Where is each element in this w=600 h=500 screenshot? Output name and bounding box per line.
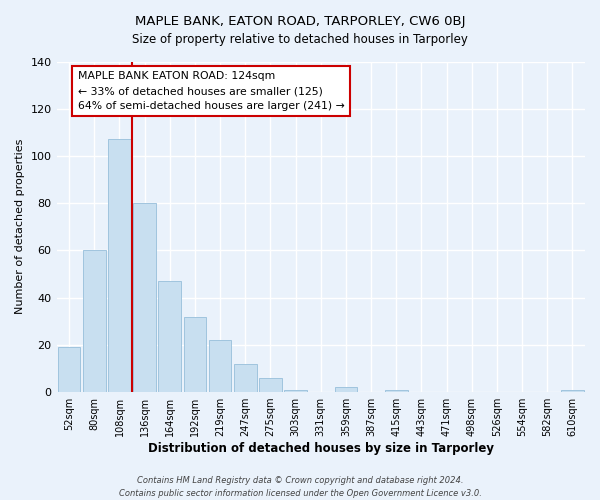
Text: Contains HM Land Registry data © Crown copyright and database right 2024.
Contai: Contains HM Land Registry data © Crown c… [119, 476, 481, 498]
X-axis label: Distribution of detached houses by size in Tarporley: Distribution of detached houses by size … [148, 442, 494, 455]
Y-axis label: Number of detached properties: Number of detached properties [15, 139, 25, 314]
Text: MAPLE BANK, EATON ROAD, TARPORLEY, CW6 0BJ: MAPLE BANK, EATON ROAD, TARPORLEY, CW6 0… [135, 15, 465, 28]
Bar [385, 390, 407, 392]
Bar [335, 388, 357, 392]
Bar [561, 390, 584, 392]
Bar [158, 281, 181, 392]
Bar [284, 390, 307, 392]
Bar [234, 364, 257, 392]
Bar [83, 250, 106, 392]
Bar [133, 203, 156, 392]
Text: Size of property relative to detached houses in Tarporley: Size of property relative to detached ho… [132, 32, 468, 46]
Bar [58, 347, 80, 392]
Text: MAPLE BANK EATON ROAD: 124sqm
← 33% of detached houses are smaller (125)
64% of : MAPLE BANK EATON ROAD: 124sqm ← 33% of d… [77, 72, 344, 111]
Bar [184, 316, 206, 392]
Bar [209, 340, 232, 392]
Bar [259, 378, 282, 392]
Bar [108, 140, 131, 392]
